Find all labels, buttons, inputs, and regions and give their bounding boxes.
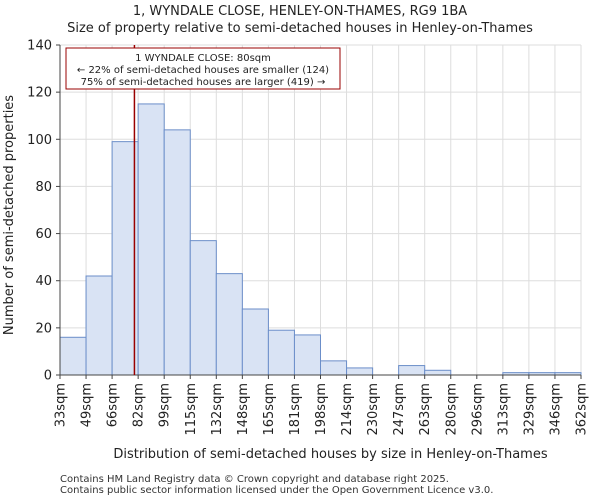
histogram-bar	[189, 240, 217, 376]
histogram-bar	[215, 273, 243, 376]
y-tick-label: 80	[35, 180, 52, 195]
annotation-title: 1 WYNDALE CLOSE: 80sqm	[135, 53, 271, 64]
x-tick-label: 362sqm	[575, 383, 590, 436]
x-tick-label: 181sqm	[288, 383, 303, 436]
y-tick-label: 60	[35, 227, 52, 242]
y-tick-label: 100	[27, 133, 52, 148]
x-tick-label: 247sqm	[392, 383, 407, 436]
x-tick-label: 214sqm	[340, 383, 355, 436]
x-tick-label: 280sqm	[444, 383, 459, 436]
x-tick-label: 313sqm	[496, 383, 511, 436]
x-tick-label: 198sqm	[314, 383, 329, 436]
x-tick-label: 82sqm	[132, 383, 147, 427]
annotation-smaller: ← 22% of semi-detached houses are smalle…	[77, 65, 329, 76]
y-tick-label: 40	[35, 274, 52, 289]
y-axis-label: Number of semi-detached properties	[2, 95, 17, 335]
histogram-bar	[85, 275, 113, 376]
histogram-bar	[137, 103, 165, 376]
annotation-larger: 75% of semi-detached houses are larger (…	[81, 77, 326, 88]
x-tick-label: 115sqm	[184, 383, 199, 436]
y-tick-label: 140	[27, 39, 52, 54]
x-tick-label: 148sqm	[236, 383, 251, 436]
histogram-bar	[346, 367, 374, 376]
histogram-bar	[293, 334, 322, 376]
x-tick-label: 132sqm	[210, 383, 225, 436]
histogram-bar	[163, 129, 191, 376]
histogram-bar	[320, 360, 348, 376]
x-tick-label: 66sqm	[106, 383, 121, 427]
histogram-bar	[59, 336, 87, 376]
footer-copyright: Contains HM Land Registry data © Crown c…	[60, 474, 449, 485]
histogram-chart: 0 20 40 60 80 100 120 140 33sqm 49sqm 66sqm 82sqm 99…	[2, 39, 590, 463]
histogram-bar	[398, 365, 426, 376]
y-tick-label: 0	[44, 369, 52, 384]
x-tick-label: 296sqm	[470, 383, 485, 436]
x-tick-label: 346sqm	[548, 383, 563, 436]
histogram-bar	[241, 308, 269, 376]
histogram-bar	[424, 369, 452, 376]
x-tick-label: 230sqm	[366, 383, 381, 436]
histogram-bar	[267, 329, 295, 376]
annotation-box	[65, 47, 341, 90]
x-tick-label: 99sqm	[158, 383, 173, 427]
footer-licence: Contains public sector information licen…	[60, 485, 494, 496]
x-axis-label: Distribution of semi-detached houses by …	[113, 447, 547, 462]
x-tick-label: 165sqm	[262, 383, 277, 436]
y-tick-label: 120	[27, 86, 52, 101]
x-tick-label: 33sqm	[54, 383, 69, 427]
chart-title: 1, WYNDALE CLOSE, HENLEY-ON-THAMES, RG9 …	[132, 4, 468, 19]
y-tick-label: 20	[35, 321, 52, 336]
x-tick-label: 329sqm	[522, 383, 537, 436]
chart-subtitle: Size of property relative to semi-detach…	[67, 21, 533, 36]
x-tick-label: 263sqm	[418, 383, 433, 436]
x-tick-label: 49sqm	[80, 383, 95, 427]
